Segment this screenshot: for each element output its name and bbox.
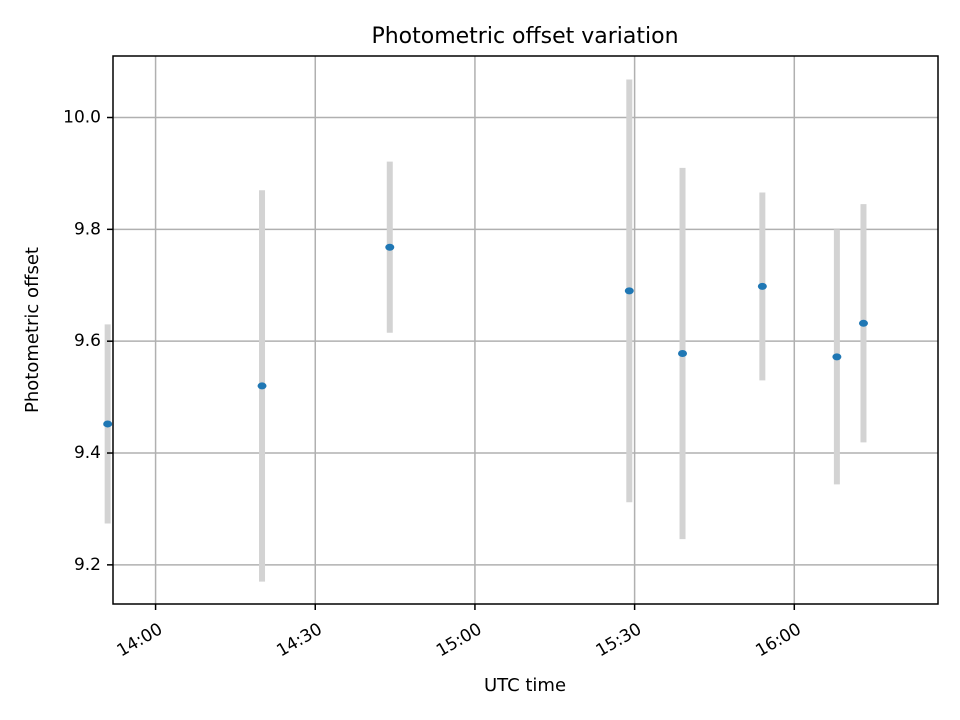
data-point — [757, 282, 767, 290]
x-tick-label: 15:30 — [593, 619, 645, 661]
tick-layer: 14:00 14:30 15:00 15:30 16:00 9.2 9.4 9.6 9.8 10.… — [63, 108, 805, 662]
x-axis-label: UTC time — [484, 675, 566, 696]
data-point — [858, 319, 868, 327]
data-point — [678, 349, 688, 357]
y-axis-label: Photometric offset — [22, 247, 43, 413]
data-point — [103, 420, 113, 428]
data-point — [624, 287, 634, 295]
y-tick-label: 9.4 — [74, 443, 101, 463]
y-tick-label: 9.8 — [74, 219, 101, 239]
data-point — [257, 382, 267, 390]
errorbar-layer — [104, 79, 867, 582]
chart-title: Photometric offset variation — [371, 24, 678, 49]
y-tick-label: 10.0 — [63, 108, 101, 128]
data-point — [385, 243, 395, 251]
y-tick-label: 9.6 — [74, 331, 101, 351]
point-layer — [103, 243, 868, 428]
x-tick-label: 15:00 — [433, 619, 485, 661]
plot-frame — [112, 55, 939, 605]
x-tick-label: 14:30 — [273, 619, 325, 661]
x-tick-label: 14:00 — [114, 619, 166, 661]
data-point — [832, 353, 842, 361]
grid-layer — [113, 56, 938, 604]
x-tick-label: 16:00 — [752, 619, 804, 661]
y-tick-label: 9.2 — [74, 555, 101, 575]
